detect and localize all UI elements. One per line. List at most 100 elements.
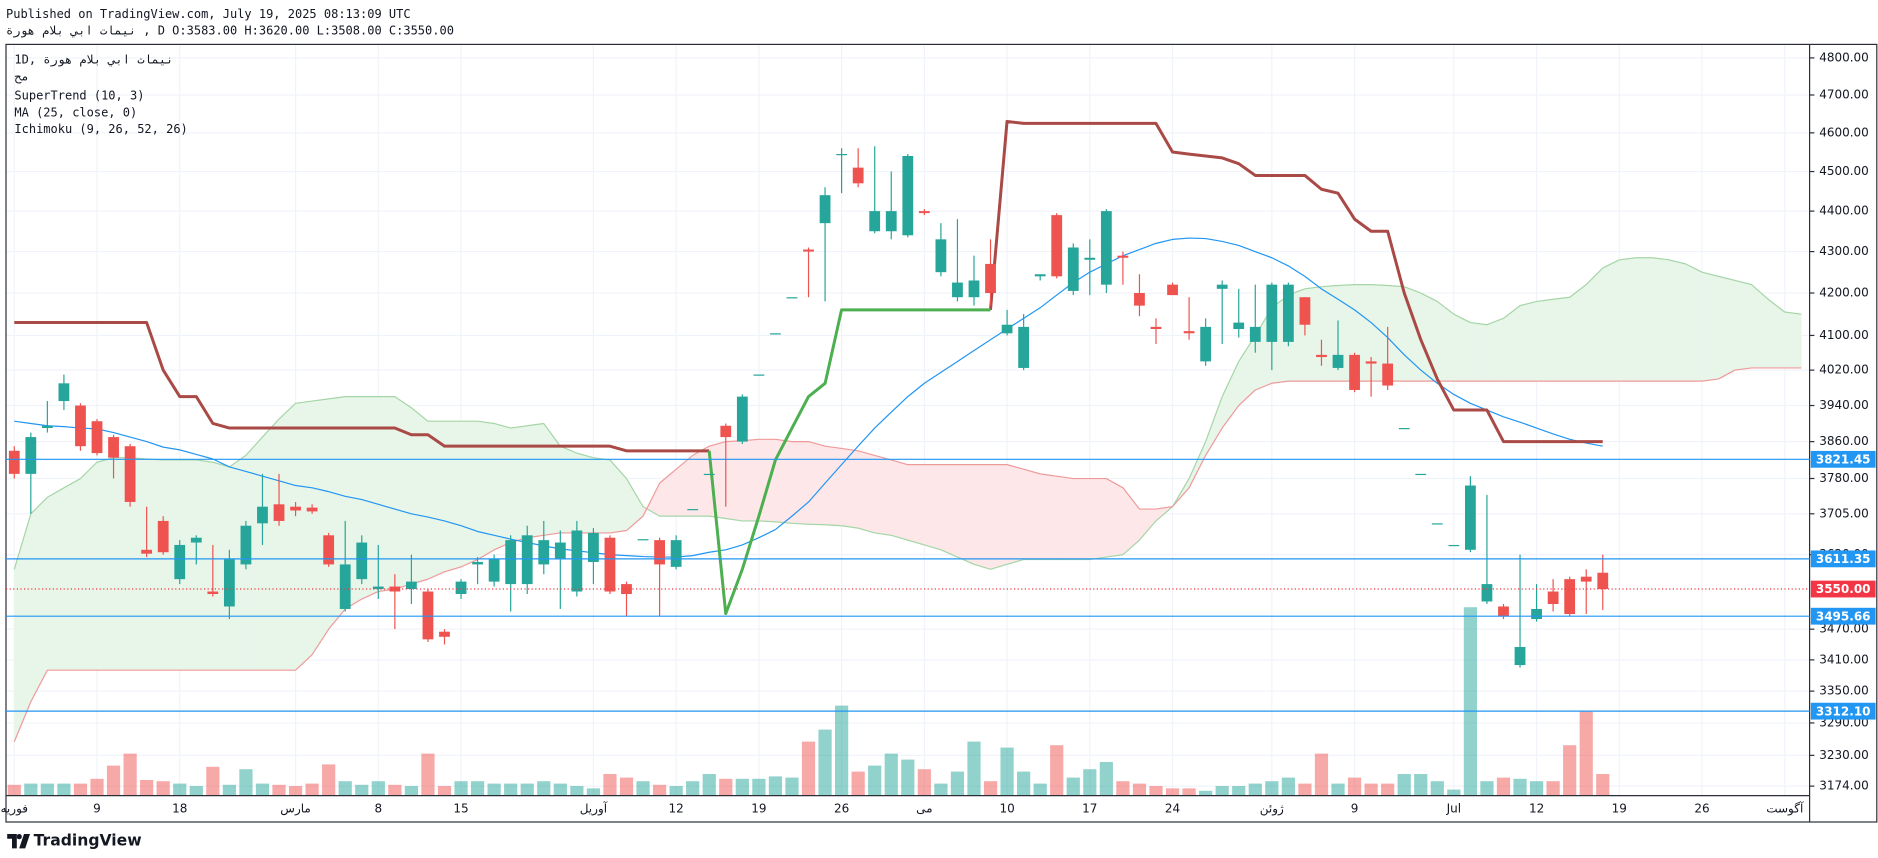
volume-bar <box>173 783 187 796</box>
candle-body <box>223 559 235 607</box>
volume-bar <box>669 786 683 796</box>
published-line: Published on TradingView.com, July 19, 2… <box>6 7 411 21</box>
volume-bar <box>1132 783 1147 796</box>
candle-body <box>1266 284 1278 342</box>
cloud-fill <box>295 400 313 671</box>
volume-bar <box>1546 781 1560 796</box>
candle-body <box>836 154 848 156</box>
volume-bar <box>967 741 981 796</box>
logo-text: TradingView <box>34 832 142 850</box>
volume-bar <box>1232 786 1246 796</box>
candle-body <box>1514 647 1526 666</box>
cloud-fill <box>692 445 710 517</box>
candle-body <box>1134 293 1145 306</box>
candle-body <box>1034 274 1046 277</box>
legend: 1D, نيمات ابي بلام هورة مح SuperTrend (1… <box>14 53 187 137</box>
volume-bar <box>934 783 948 796</box>
x-tick-label: 26 <box>1694 801 1709 815</box>
x-tick-label: مارس <box>280 801 311 816</box>
volume-bar <box>1430 781 1444 796</box>
y-tick-label: 3174.00 <box>1819 779 1869 793</box>
volume-bar <box>106 765 121 796</box>
cloud-fill <box>1470 322 1488 382</box>
x-tick-label: آگوست <box>1766 800 1804 816</box>
axis-layer: 4800.00 4700.00 4600.00 4500.00 4400.00 4300.… <box>1 50 1869 816</box>
cloud-fill <box>576 452 594 534</box>
span-b-line <box>13 367 1802 742</box>
volume-bar <box>1298 783 1312 796</box>
candle-body <box>1365 361 1377 364</box>
cloud-fill <box>195 459 214 671</box>
frame <box>5 43 1878 823</box>
price-tag-label: 3550.00 <box>1816 582 1871 596</box>
cloud-fill <box>1106 477 1124 558</box>
volume-bar <box>1265 781 1279 796</box>
candle-body <box>240 525 252 565</box>
candle-body <box>356 542 368 580</box>
volume-bar <box>1463 607 1477 796</box>
y-tick-label: 3470.00 <box>1819 622 1869 636</box>
volume-bar <box>1513 778 1527 796</box>
cloud-fill <box>1718 275 1736 380</box>
volume-bar <box>404 786 418 796</box>
candle-body <box>1431 523 1443 525</box>
x-tick-label: 9 <box>1351 801 1359 815</box>
volume-bar <box>1215 786 1229 796</box>
candle-body <box>670 540 682 567</box>
x-tick-label: 12 <box>669 801 684 815</box>
volume-bar <box>1563 745 1577 796</box>
cloud-fill <box>80 461 98 671</box>
candle-body <box>786 297 798 299</box>
price-tag <box>1810 702 1876 720</box>
volume-bar <box>421 753 435 796</box>
x-tick-label: 12 <box>1529 801 1544 815</box>
volume-bar <box>1050 745 1064 796</box>
cloud-fill <box>742 439 760 522</box>
cloud-fill <box>1635 257 1653 382</box>
volume-bar <box>1596 774 1610 796</box>
volume-bar <box>7 784 21 796</box>
volume-bar <box>1364 783 1378 796</box>
cloud-fill <box>924 464 942 551</box>
volume-bar <box>851 771 865 796</box>
cloud-fill <box>278 402 296 671</box>
cloud-fill <box>808 441 826 526</box>
volume-bar <box>90 778 104 796</box>
volume-bar <box>1496 777 1511 796</box>
cloud-fill <box>791 441 809 525</box>
volume-bar <box>652 784 667 796</box>
level-layer: 3821.45 3611.35 3550.00 3495.66 3312.10 <box>6 450 1876 720</box>
candle-body <box>720 425 732 438</box>
candle-body <box>1183 331 1195 334</box>
volume-bar <box>983 781 998 796</box>
volume-bar <box>1281 777 1295 796</box>
x-tick-label: 19 <box>1612 801 1627 815</box>
x-tick-label: 15 <box>453 801 468 815</box>
legend-ma: MA (25, close, 0) <box>14 105 137 119</box>
candle-body <box>1150 326 1162 330</box>
x-tick-label: 8 <box>374 801 382 815</box>
candle-body <box>323 535 335 565</box>
candle-body <box>538 540 550 565</box>
candle-body <box>1167 284 1178 296</box>
candle-body <box>869 211 881 232</box>
cloud-fill <box>1519 301 1537 382</box>
cloud-fill <box>1056 475 1074 560</box>
cloud-fill <box>874 454 892 536</box>
cloud-fill <box>841 448 859 529</box>
cloud-fill <box>378 396 396 592</box>
cloud-fill <box>1569 284 1587 382</box>
cloud-fill <box>1486 317 1504 382</box>
cloud-fill <box>1552 296 1570 382</box>
candle-body <box>273 504 285 521</box>
candle-body <box>687 509 699 511</box>
candle-body <box>1547 591 1559 604</box>
price-tag <box>1810 607 1876 625</box>
volume-bar <box>1347 777 1362 796</box>
volume-bar <box>388 784 402 796</box>
candle-body <box>770 333 781 335</box>
x-tick-label: 18 <box>172 801 187 815</box>
y-tick-label: 4100.00 <box>1819 328 1869 342</box>
cloud-fill <box>526 423 545 539</box>
